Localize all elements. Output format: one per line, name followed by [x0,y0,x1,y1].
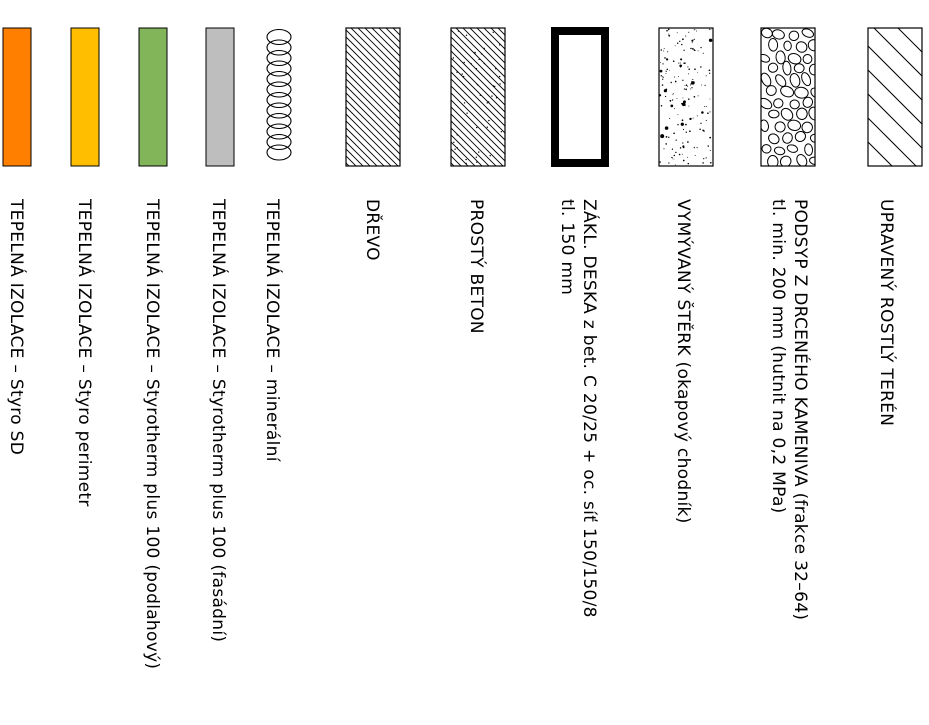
legend-label-line: TEPELNÁ IZOLACE – minerální [262,199,282,462]
legend-label-sterk: VYMÝVANÝ ŠTĚRK (okapový chodník) [672,199,694,719]
legend-label-line: UPRAVENÝ ROSTLÝ TERÉN [876,199,896,427]
legend-label-line: tl. min. 200 mm (hutnit na 0,2 MPa) [768,199,788,514]
legend-label-podsyp: PODSYP Z DRCENÉHO KAMENIVA (frakce 32–64… [767,199,811,719]
legend-label-line: VYMÝVANÝ ŠTĚRK (okapový chodník) [673,199,693,524]
swatch-rostly-teren [867,27,923,167]
swatch-izolace-mineralni [266,28,292,161]
legend-label-line: TEPELNÁ IZOLACE – Styrotherm plus 100 (p… [142,199,162,670]
legend-label-izolace-perimetr: TEPELNÁ IZOLACE – Styro perimetr [73,199,95,719]
legend-label-izolace-sd: TEPELNÁ IZOLACE – Styro SD [5,199,27,719]
legend-label-line: TEPELNÁ IZOLACE – Styro perimetr [74,199,94,507]
swatch-podsyp [760,27,816,167]
legend-label-drevo: DŘEVO [361,199,383,719]
legend-label-zakl-deska: ZÁKL. DESKA z bet. C 20/25 + oc. síť 150… [556,199,600,719]
swatch-izolace-podlahovy [138,27,168,167]
swatch-drevo [345,27,401,167]
legend-label-prosty-beton: PROSTÝ BETON [465,199,487,719]
legend-label-line: ZÁKL. DESKA z bet. C 20/25 + oc. síť 150… [579,199,599,618]
legend-label-line: TEPELNÁ IZOLACE – Styro SD [6,199,26,456]
legend-label-izolace-fasadni: TEPELNÁ IZOLACE – Styrotherm plus 100 (f… [207,199,229,719]
legend-label-line: TEPELNÁ IZOLACE – Styrotherm plus 100 (f… [208,199,228,643]
swatch-izolace-perimetr [70,27,100,167]
legend-label-line: PODSYP Z DRCENÉHO KAMENIVA (frakce 32–64… [790,199,810,621]
legend-label-line: PROSTÝ BETON [466,199,486,334]
swatch-izolace-fasadni [205,27,235,167]
swatch-sterk [658,27,714,167]
swatch-prosty-beton [450,27,506,167]
legend-label-line: tl. 150 mm [557,199,577,296]
legend-label-line: DŘEVO [362,199,382,261]
swatch-izolace-sd [2,27,32,167]
swatch-zakl-deska [551,27,609,167]
legend-label-izolace-podlahovy: TEPELNÁ IZOLACE – Styrotherm plus 100 (p… [141,199,163,719]
legend-label-rostly-teren: UPRAVENÝ ROSTLÝ TERÉN [875,199,897,719]
legend-label-izolace-mineralni: TEPELNÁ IZOLACE – minerální [261,199,283,719]
